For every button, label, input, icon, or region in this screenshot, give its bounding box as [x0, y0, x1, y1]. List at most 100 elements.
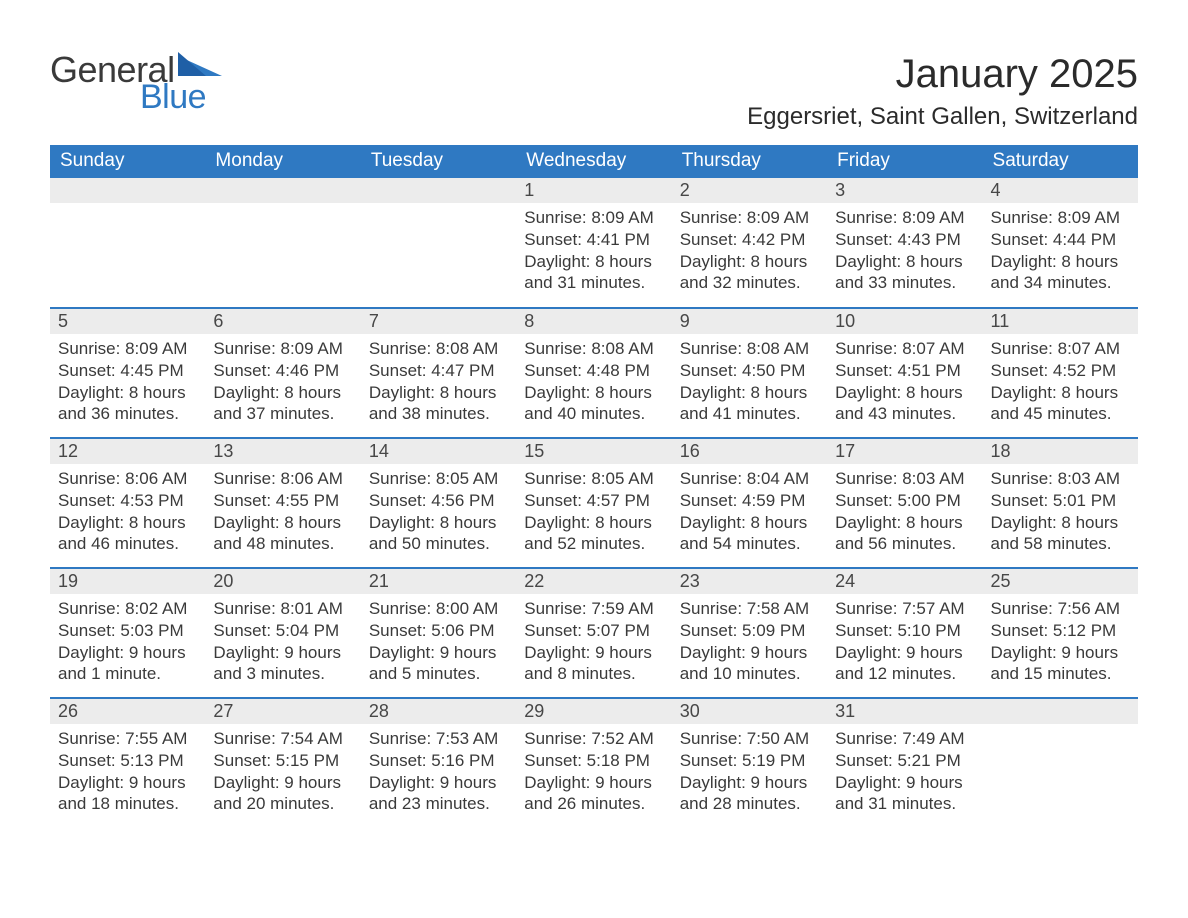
calendar-day-cell: 25Sunrise: 7:56 AMSunset: 5:12 PMDayligh… [983, 568, 1138, 698]
day-number: 13 [205, 439, 360, 464]
month-title: January 2025 [747, 52, 1138, 97]
day-details: Sunrise: 7:53 AMSunset: 5:16 PMDaylight:… [361, 724, 516, 823]
day-header-row: Sunday Monday Tuesday Wednesday Thursday… [50, 145, 1138, 178]
day-details: Sunrise: 8:06 AMSunset: 4:53 PMDaylight:… [50, 464, 205, 563]
daylight-line: Daylight: 9 hours and 1 minute. [58, 642, 197, 686]
day-details: Sunrise: 8:05 AMSunset: 4:56 PMDaylight:… [361, 464, 516, 563]
calendar-table: Sunday Monday Tuesday Wednesday Thursday… [50, 145, 1138, 828]
sunset-line: Sunset: 5:12 PM [991, 620, 1130, 642]
day-details: Sunrise: 7:56 AMSunset: 5:12 PMDaylight:… [983, 594, 1138, 693]
sunrise-line: Sunrise: 8:08 AM [680, 338, 819, 360]
day-number: 4 [983, 178, 1138, 203]
daylight-line: Daylight: 9 hours and 23 minutes. [369, 772, 508, 816]
brand-logo: General Blue [50, 52, 222, 114]
sunrise-line: Sunrise: 8:07 AM [991, 338, 1130, 360]
daylight-line: Daylight: 9 hours and 26 minutes. [524, 772, 663, 816]
sunrise-line: Sunrise: 8:00 AM [369, 598, 508, 620]
day-number: 23 [672, 569, 827, 594]
sunrise-line: Sunrise: 7:50 AM [680, 728, 819, 750]
calendar-day-cell: 6Sunrise: 8:09 AMSunset: 4:46 PMDaylight… [205, 308, 360, 438]
sunset-line: Sunset: 4:43 PM [835, 229, 974, 251]
day-details: Sunrise: 8:09 AMSunset: 4:45 PMDaylight:… [50, 334, 205, 433]
day-number: 26 [50, 699, 205, 724]
day-header: Monday [205, 145, 360, 178]
day-details: Sunrise: 8:09 AMSunset: 4:44 PMDaylight:… [983, 203, 1138, 302]
sunrise-line: Sunrise: 8:09 AM [58, 338, 197, 360]
day-number-empty [205, 178, 360, 203]
sunrise-line: Sunrise: 7:56 AM [991, 598, 1130, 620]
flag-icon [178, 52, 222, 80]
calendar-day-cell: 18Sunrise: 8:03 AMSunset: 5:01 PMDayligh… [983, 438, 1138, 568]
daylight-line: Daylight: 8 hours and 32 minutes. [680, 251, 819, 295]
calendar-day-cell: 27Sunrise: 7:54 AMSunset: 5:15 PMDayligh… [205, 698, 360, 828]
day-number: 6 [205, 309, 360, 334]
sunrise-line: Sunrise: 7:59 AM [524, 598, 663, 620]
calendar-day-cell: 23Sunrise: 7:58 AMSunset: 5:09 PMDayligh… [672, 568, 827, 698]
day-number: 8 [516, 309, 671, 334]
day-details: Sunrise: 8:08 AMSunset: 4:48 PMDaylight:… [516, 334, 671, 433]
day-details: Sunrise: 8:07 AMSunset: 4:52 PMDaylight:… [983, 334, 1138, 433]
daylight-line: Daylight: 8 hours and 56 minutes. [835, 512, 974, 556]
day-number: 18 [983, 439, 1138, 464]
daylight-line: Daylight: 8 hours and 34 minutes. [991, 251, 1130, 295]
calendar-week-row: 1Sunrise: 8:09 AMSunset: 4:41 PMDaylight… [50, 178, 1138, 308]
calendar-day-cell: 4Sunrise: 8:09 AMSunset: 4:44 PMDaylight… [983, 178, 1138, 308]
calendar-day-cell: 20Sunrise: 8:01 AMSunset: 5:04 PMDayligh… [205, 568, 360, 698]
daylight-line: Daylight: 8 hours and 40 minutes. [524, 382, 663, 426]
calendar-day-cell: 30Sunrise: 7:50 AMSunset: 5:19 PMDayligh… [672, 698, 827, 828]
day-number: 29 [516, 699, 671, 724]
day-details: Sunrise: 7:50 AMSunset: 5:19 PMDaylight:… [672, 724, 827, 823]
day-number: 16 [672, 439, 827, 464]
sunset-line: Sunset: 4:41 PM [524, 229, 663, 251]
daylight-line: Daylight: 8 hours and 33 minutes. [835, 251, 974, 295]
day-details: Sunrise: 8:01 AMSunset: 5:04 PMDaylight:… [205, 594, 360, 693]
sunset-line: Sunset: 4:59 PM [680, 490, 819, 512]
day-details: Sunrise: 8:02 AMSunset: 5:03 PMDaylight:… [50, 594, 205, 693]
sunrise-line: Sunrise: 8:06 AM [58, 468, 197, 490]
calendar-day-cell: 14Sunrise: 8:05 AMSunset: 4:56 PMDayligh… [361, 438, 516, 568]
day-header: Tuesday [361, 145, 516, 178]
sunrise-line: Sunrise: 8:04 AM [680, 468, 819, 490]
calendar-day-cell: 5Sunrise: 8:09 AMSunset: 4:45 PMDaylight… [50, 308, 205, 438]
day-details: Sunrise: 7:49 AMSunset: 5:21 PMDaylight:… [827, 724, 982, 823]
sunset-line: Sunset: 4:52 PM [991, 360, 1130, 382]
sunrise-line: Sunrise: 7:54 AM [213, 728, 352, 750]
calendar-day-cell: 29Sunrise: 7:52 AMSunset: 5:18 PMDayligh… [516, 698, 671, 828]
sunset-line: Sunset: 4:47 PM [369, 360, 508, 382]
sunset-line: Sunset: 4:46 PM [213, 360, 352, 382]
day-details: Sunrise: 8:00 AMSunset: 5:06 PMDaylight:… [361, 594, 516, 693]
day-number-empty [983, 699, 1138, 724]
sunrise-line: Sunrise: 8:09 AM [524, 207, 663, 229]
sunrise-line: Sunrise: 8:09 AM [835, 207, 974, 229]
day-number: 11 [983, 309, 1138, 334]
daylight-line: Daylight: 8 hours and 58 minutes. [991, 512, 1130, 556]
sunset-line: Sunset: 4:55 PM [213, 490, 352, 512]
daylight-line: Daylight: 8 hours and 37 minutes. [213, 382, 352, 426]
day-number: 25 [983, 569, 1138, 594]
calendar-day-cell: 8Sunrise: 8:08 AMSunset: 4:48 PMDaylight… [516, 308, 671, 438]
calendar-day-cell: 19Sunrise: 8:02 AMSunset: 5:03 PMDayligh… [50, 568, 205, 698]
calendar-day-cell: 7Sunrise: 8:08 AMSunset: 4:47 PMDaylight… [361, 308, 516, 438]
day-details: Sunrise: 7:55 AMSunset: 5:13 PMDaylight:… [50, 724, 205, 823]
day-details: Sunrise: 7:57 AMSunset: 5:10 PMDaylight:… [827, 594, 982, 693]
sunrise-line: Sunrise: 8:09 AM [991, 207, 1130, 229]
day-details: Sunrise: 8:03 AMSunset: 5:00 PMDaylight:… [827, 464, 982, 563]
calendar-week-row: 12Sunrise: 8:06 AMSunset: 4:53 PMDayligh… [50, 438, 1138, 568]
sunrise-line: Sunrise: 8:08 AM [524, 338, 663, 360]
daylight-line: Daylight: 9 hours and 31 minutes. [835, 772, 974, 816]
page-header: General Blue January 2025 Eggersriet, Sa… [50, 52, 1138, 131]
day-details: Sunrise: 8:09 AMSunset: 4:41 PMDaylight:… [516, 203, 671, 302]
sunrise-line: Sunrise: 7:58 AM [680, 598, 819, 620]
daylight-line: Daylight: 8 hours and 46 minutes. [58, 512, 197, 556]
sunset-line: Sunset: 4:50 PM [680, 360, 819, 382]
location-subtitle: Eggersriet, Saint Gallen, Switzerland [747, 103, 1138, 131]
day-details: Sunrise: 8:05 AMSunset: 4:57 PMDaylight:… [516, 464, 671, 563]
sunset-line: Sunset: 4:53 PM [58, 490, 197, 512]
sunrise-line: Sunrise: 8:08 AM [369, 338, 508, 360]
day-details: Sunrise: 8:07 AMSunset: 4:51 PMDaylight:… [827, 334, 982, 433]
sunset-line: Sunset: 4:44 PM [991, 229, 1130, 251]
calendar-day-cell [983, 698, 1138, 828]
title-block: January 2025 Eggersriet, Saint Gallen, S… [747, 52, 1138, 131]
day-number: 21 [361, 569, 516, 594]
day-details: Sunrise: 8:09 AMSunset: 4:42 PMDaylight:… [672, 203, 827, 302]
